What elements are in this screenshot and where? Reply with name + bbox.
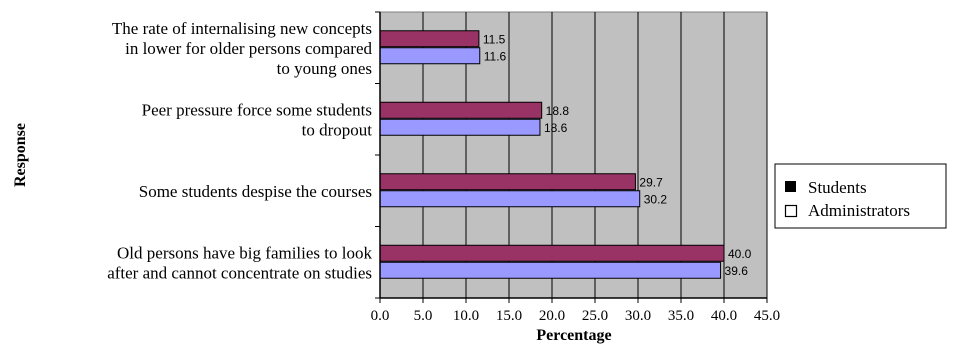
bar-administrators-3 bbox=[379, 261, 722, 279]
value-label-administrators-0: 11.6 bbox=[484, 49, 507, 63]
value-label-administrators-1: 18.6 bbox=[544, 121, 568, 135]
legend-administrators-marker bbox=[784, 204, 798, 218]
x-tick-label: 20.0 bbox=[539, 308, 565, 324]
x-tick-label: 25.0 bbox=[582, 308, 608, 324]
bar-students-1 bbox=[379, 101, 543, 119]
category-label-3: after and cannot concentrate on studies bbox=[107, 263, 372, 282]
bar-administrators-2 bbox=[379, 190, 641, 208]
legend-students-label: Students bbox=[808, 178, 867, 197]
category-label-1: to dropout bbox=[302, 120, 373, 139]
legend-box bbox=[774, 163, 947, 229]
value-label-students-0: 11.5 bbox=[483, 32, 506, 46]
axes bbox=[375, 11, 768, 303]
legend-students-marker bbox=[785, 181, 796, 192]
y-axis-title: Response bbox=[12, 123, 29, 187]
category-label-0: to young ones bbox=[277, 59, 372, 78]
value-label-administrators-3: 39.6 bbox=[725, 264, 749, 278]
bar-students-0 bbox=[379, 30, 480, 48]
category-label-0: The rate of internalising new concepts bbox=[112, 19, 372, 38]
x-tick-label: 30.0 bbox=[625, 308, 651, 324]
x-axis-title: Percentage bbox=[536, 327, 611, 344]
value-label-students-2: 29.7 bbox=[639, 175, 663, 189]
x-tick-label: 5.0 bbox=[414, 308, 433, 324]
bar-students-2 bbox=[379, 173, 636, 191]
value-label-administrators-2: 30.2 bbox=[644, 192, 668, 206]
x-tick-label: 40.0 bbox=[711, 308, 737, 324]
category-label-0: in lower for older persons compared bbox=[125, 39, 372, 58]
x-tick-label: 10.0 bbox=[453, 308, 479, 324]
bar-students-3 bbox=[379, 244, 725, 262]
category-label-3: Old persons have big families to look bbox=[117, 243, 372, 262]
value-labels: 11.5 11.6 18.8 18.6 29.7 30.2 40.0 39.6 bbox=[483, 32, 752, 278]
legend: Students Administrators bbox=[774, 163, 947, 229]
value-label-students-3: 40.0 bbox=[728, 247, 752, 261]
legend-administrators-label: Administrators bbox=[808, 201, 910, 220]
category-label-2: Some students despise the courses bbox=[139, 182, 372, 201]
x-tick-label: 45.0 bbox=[754, 308, 780, 324]
x-tick-label: 15.0 bbox=[496, 308, 522, 324]
bar-administrators-1 bbox=[379, 118, 541, 136]
x-tick-label: 35.0 bbox=[668, 308, 694, 324]
bars bbox=[379, 30, 725, 279]
x-tick-label: 0.0 bbox=[371, 308, 390, 324]
x-tick-labels: 0.0 5.0 10.0 15.0 20.0 25.0 30.0 35.0 40.0 45.0 bbox=[371, 308, 781, 324]
category-labels: The rate of internalising new conceptsin… bbox=[107, 19, 372, 283]
bar-administrators-0 bbox=[379, 47, 481, 65]
category-label-1: Peer pressure force some students bbox=[142, 100, 372, 119]
value-label-students-1: 18.8 bbox=[546, 104, 570, 118]
